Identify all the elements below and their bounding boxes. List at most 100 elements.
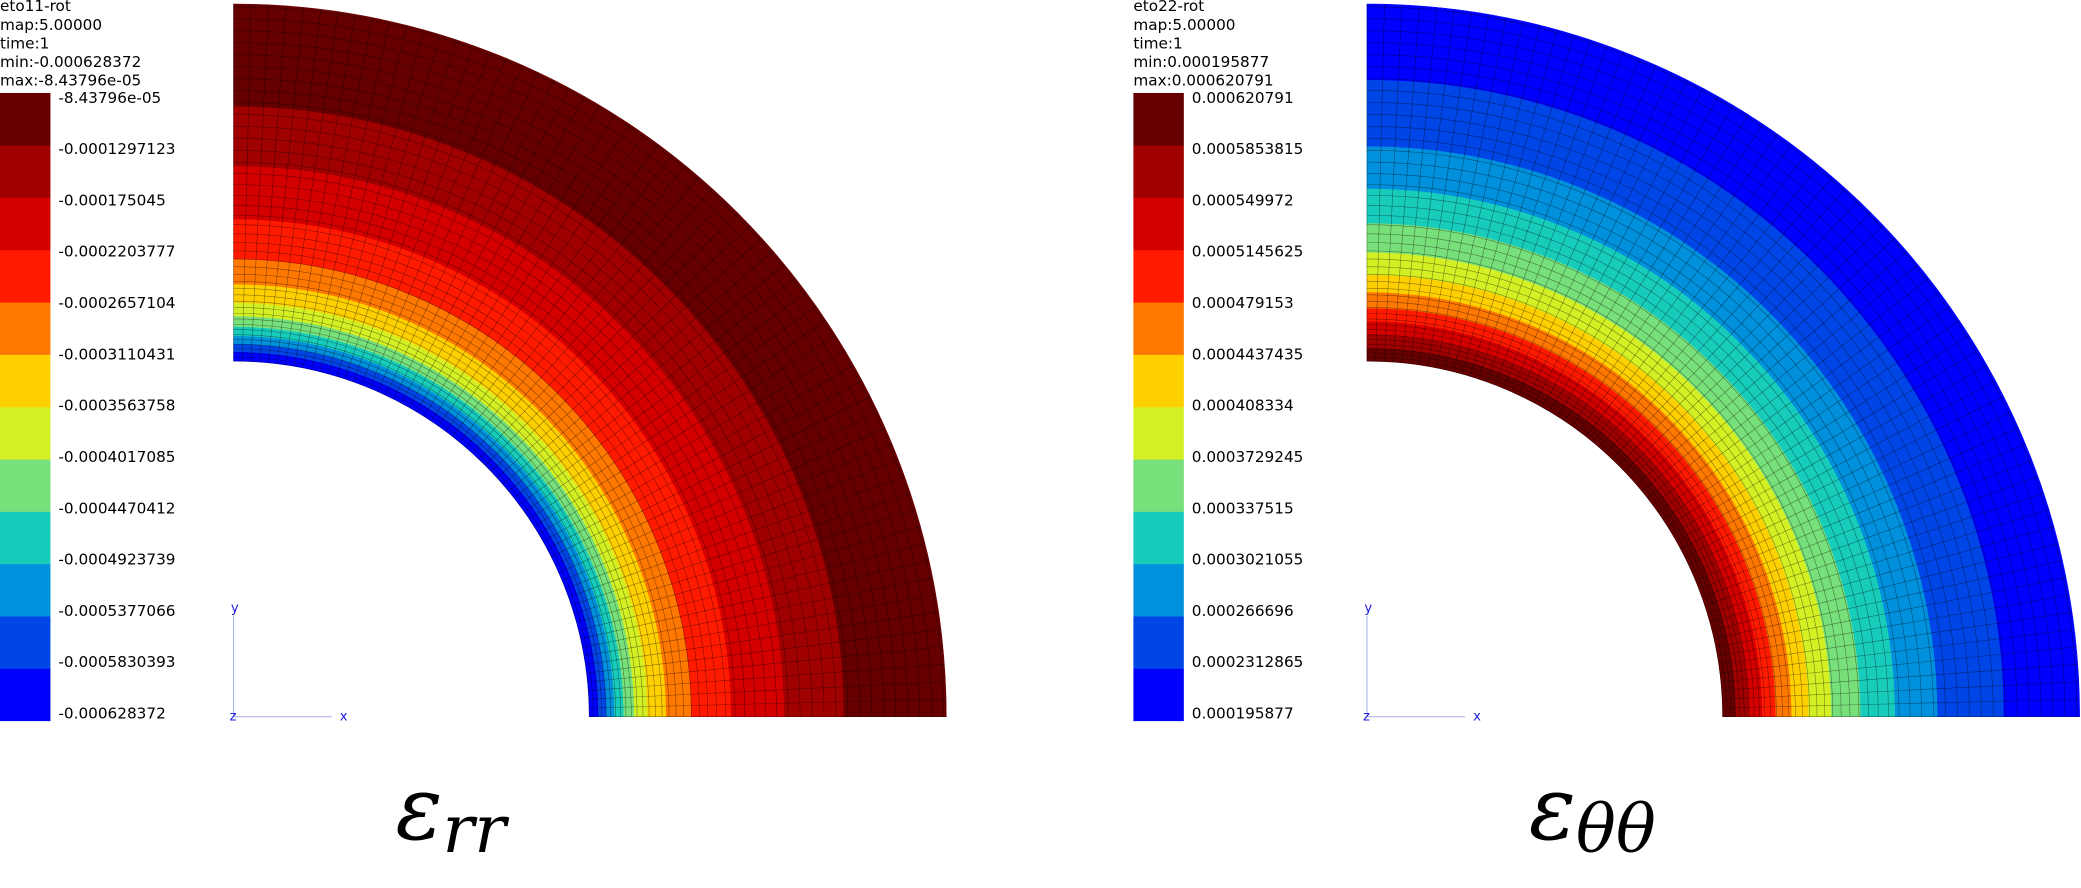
mesh-arc xyxy=(1366,66,2018,717)
mesh-line xyxy=(1375,4,1385,362)
mesh-line xyxy=(1657,306,1950,513)
mesh-line xyxy=(484,212,738,466)
mesh-arc xyxy=(1366,324,1760,717)
colorbar-band xyxy=(0,302,51,355)
header-line: map:5.00000 xyxy=(0,16,102,34)
colorbar-band xyxy=(0,92,51,146)
mesh-arc xyxy=(1366,266,1818,717)
mesh-line xyxy=(452,154,673,437)
mesh-arc xyxy=(233,66,885,717)
mesh-arc xyxy=(1366,258,1826,717)
mesh-line xyxy=(1676,365,1988,542)
mesh-line xyxy=(519,291,807,506)
mesh-arc xyxy=(1366,78,2006,717)
header-line: min:-0.000628372 xyxy=(0,53,141,71)
mesh-line xyxy=(568,476,905,598)
mesh-line xyxy=(1717,594,2070,657)
mesh-arc xyxy=(233,114,837,717)
mesh-line xyxy=(1707,509,2050,614)
mesh-line xyxy=(458,165,686,442)
mesh-line xyxy=(529,320,827,520)
mesh-arc xyxy=(233,339,612,717)
mesh-arc xyxy=(1366,360,1723,717)
header-line: time:1 xyxy=(1133,34,1182,52)
mesh-line xyxy=(393,80,555,400)
caption: εrr xyxy=(395,758,509,868)
mesh-line xyxy=(1494,51,1624,385)
colorbar-label: -0.0004923739 xyxy=(58,551,175,569)
colorbar-label: 0.0002312865 xyxy=(1192,653,1304,671)
mesh-line xyxy=(472,188,713,454)
mesh-line xyxy=(1636,250,1907,485)
mesh-arc xyxy=(233,102,849,717)
colorbar-label: 0.000479153 xyxy=(1192,294,1294,312)
mesh-line xyxy=(1704,492,2044,606)
colorbar-band xyxy=(0,249,51,303)
mesh-arc xyxy=(1366,273,1810,717)
mesh-line xyxy=(508,264,785,492)
colorbar-label: -0.0003563758 xyxy=(58,397,175,415)
colorbar-label: 0.000549972 xyxy=(1192,191,1294,209)
header-line: time:1 xyxy=(0,34,49,52)
mesh-line xyxy=(1718,611,2073,665)
contour-band xyxy=(233,3,947,717)
mesh xyxy=(233,4,947,718)
mesh-arc xyxy=(233,30,920,717)
colorbar-label: -0.0004017085 xyxy=(58,448,175,466)
mesh-line xyxy=(554,411,878,565)
mesh-arc xyxy=(233,266,684,717)
mesh-arc xyxy=(233,343,607,717)
mesh-line xyxy=(430,123,630,422)
mesh-arc xyxy=(1366,352,1732,717)
mesh-arc xyxy=(233,258,692,717)
mesh-line xyxy=(1647,278,1930,499)
mesh-arc xyxy=(1366,334,1750,717)
mesh-line xyxy=(1662,320,1960,520)
mesh-line xyxy=(1715,577,2067,648)
mesh-line xyxy=(1720,646,2077,683)
mesh-line xyxy=(1564,123,1764,422)
mesh-line xyxy=(1486,45,1608,382)
colorbar-band xyxy=(0,406,51,460)
colorbar-label: 0.0005853815 xyxy=(1192,140,1304,158)
mesh-line xyxy=(1542,96,1719,408)
caption: εθθ xyxy=(1529,758,1656,868)
mesh-line xyxy=(1605,188,1846,454)
mesh-line xyxy=(285,11,339,365)
colorbar-band xyxy=(1133,563,1184,617)
colorbar-label: -0.0003110431 xyxy=(58,345,175,363)
mesh-arc xyxy=(233,329,622,717)
caption-symbol: ε xyxy=(395,758,442,860)
axis-label: y xyxy=(231,601,239,616)
mesh-line xyxy=(589,698,947,709)
axis-label: z xyxy=(1363,710,1370,725)
mesh-line xyxy=(1427,14,1490,367)
mesh-arc xyxy=(1366,312,1771,717)
mesh-line xyxy=(558,427,886,573)
mesh-line xyxy=(496,237,762,479)
colorbar-label: -0.0005830393 xyxy=(58,653,175,671)
mesh-line xyxy=(1618,212,1872,466)
colorbar-band xyxy=(1133,249,1184,303)
mesh-line xyxy=(1721,664,2078,691)
mesh-arc xyxy=(1366,6,2078,717)
mesh-arc xyxy=(1366,307,1777,717)
mesh-line xyxy=(513,278,796,499)
mesh-arc xyxy=(1366,137,1946,717)
panel: eto11-rotmap:5.00000time:1min:-0.0006283… xyxy=(0,0,947,868)
mesh-arc xyxy=(1366,184,1900,717)
mesh-line xyxy=(524,306,817,513)
mesh-arc xyxy=(233,184,766,717)
header-line: eto22-rot xyxy=(1133,0,1204,15)
mesh-arc xyxy=(233,42,908,717)
mesh-line xyxy=(311,21,391,370)
mesh-arc xyxy=(1366,242,1842,717)
mesh-arc xyxy=(233,318,632,717)
mesh-line xyxy=(1599,176,1833,448)
mesh-line xyxy=(587,646,943,683)
colorbar-label: 0.000337515 xyxy=(1192,499,1294,517)
mesh-line xyxy=(1571,133,1778,427)
mesh-line xyxy=(294,14,356,367)
mesh-line xyxy=(547,380,863,550)
mesh-line xyxy=(1444,21,1524,370)
